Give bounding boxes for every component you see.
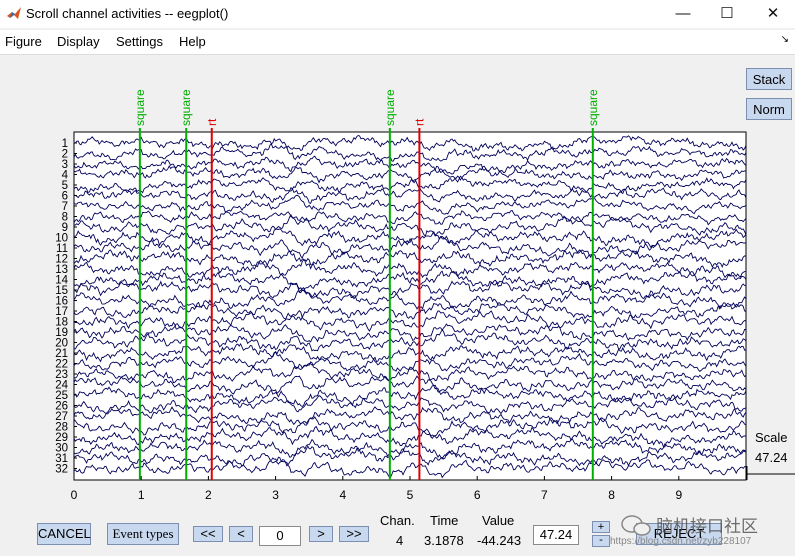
- channel-label: 25: [55, 390, 68, 402]
- time-tick-label: 5: [407, 488, 414, 500]
- channel-label: 18: [55, 317, 68, 329]
- value-label: Value: [482, 513, 515, 528]
- channel-label: 20: [55, 338, 68, 350]
- wechat-icon: [621, 515, 651, 536]
- menu-figure[interactable]: Figure: [5, 34, 42, 49]
- time-tick-label: 7: [541, 488, 548, 500]
- norm-button[interactable]: Norm: [746, 98, 792, 120]
- watermark: 脑机接口社区 https://blog.csdn.net/zyb228107: [610, 512, 795, 552]
- event-types-button[interactable]: Event types: [107, 523, 179, 545]
- channel-label: 28: [55, 422, 68, 434]
- channel-label: 2: [62, 149, 68, 161]
- time-tick-label: 9: [675, 488, 682, 500]
- time-value: 3.1878: [424, 533, 464, 548]
- cancel-button[interactable]: CANCEL: [37, 523, 91, 545]
- scale-down-button[interactable]: -: [592, 535, 610, 547]
- channel-label: 15: [55, 285, 68, 297]
- forward-button[interactable]: >: [309, 526, 333, 542]
- fast-forward-button[interactable]: >>: [339, 526, 369, 542]
- minimize-button[interactable]: —: [675, 5, 691, 22]
- channel-label: 29: [55, 432, 68, 444]
- value-value: -44.243: [477, 533, 522, 548]
- position-input[interactable]: 0: [259, 526, 301, 546]
- channel-label: 7: [62, 201, 68, 213]
- menu-bar: Figure Display Settings Help ↘: [0, 30, 795, 55]
- watermark-text: 脑机接口社区: [656, 517, 758, 536]
- channel-label: 3: [62, 159, 68, 171]
- time-tick-label: 8: [608, 488, 615, 500]
- channel-label: 27: [55, 411, 68, 423]
- menu-display[interactable]: Display: [57, 34, 100, 49]
- channel-label: 17: [55, 306, 68, 318]
- watermark-url: https://blog.csdn.net/zyb228107: [610, 536, 752, 547]
- time-tick-label: 3: [272, 488, 279, 500]
- scale-value: 47.24: [755, 450, 788, 465]
- time-tick-label: 6: [474, 488, 481, 500]
- channel-label: 9: [62, 222, 68, 234]
- chan-value: 4: [396, 533, 404, 548]
- time-tick-label: 2: [205, 488, 212, 500]
- channel-label: 8: [62, 212, 68, 224]
- channel-label: 12: [55, 254, 68, 266]
- menu-help[interactable]: Help: [179, 34, 206, 49]
- scale-input[interactable]: 47.24: [533, 525, 579, 545]
- matlab-icon: [7, 7, 21, 19]
- scale-label: Scale: [755, 430, 788, 445]
- window-title: Scroll channel activities -- eegplot(): [26, 6, 229, 21]
- event-label: square: [179, 89, 193, 126]
- dock-arrow-icon[interactable]: ↘: [780, 34, 789, 45]
- channel-label: 14: [55, 275, 68, 287]
- close-button[interactable]: ✕: [766, 5, 780, 22]
- event-label: square: [586, 89, 600, 126]
- channel-label: 19: [55, 327, 68, 339]
- channel-label: 1: [62, 138, 68, 150]
- channel-label: 32: [55, 464, 68, 476]
- scale-up-button[interactable]: +: [592, 521, 610, 533]
- time-tick-label: 4: [339, 488, 346, 500]
- event-label: rt: [412, 118, 426, 126]
- event-label: square: [133, 89, 147, 126]
- stack-button[interactable]: Stack: [746, 68, 792, 90]
- channel-label: 13: [55, 264, 68, 276]
- channel-label: 21: [55, 348, 68, 360]
- channel-label: 22: [55, 359, 68, 371]
- channel-label: 4: [62, 170, 69, 182]
- title-bar: Scroll channel activities -- eegplot() —…: [0, 0, 795, 28]
- event-markers: square square rt square rt square: [133, 89, 600, 480]
- event-label: square: [383, 89, 397, 126]
- channel-label: 6: [62, 191, 68, 203]
- time-tick-label: 0: [71, 488, 78, 500]
- channel-label: 30: [55, 443, 68, 455]
- channel-label: 16: [55, 296, 68, 308]
- time-tick-label: 1: [138, 488, 145, 500]
- plot-area[interactable]: [73, 131, 747, 481]
- eeg-plot[interactable]: square square rt square rt square 12345678910…: [0, 0, 795, 500]
- time-axis: 0 1 2 3 4 5 6 7 8 9: [71, 476, 682, 500]
- fast-back-button[interactable]: <<: [193, 526, 223, 542]
- reject-button[interactable]: REJECT: [636, 523, 722, 545]
- channel-label: 23: [55, 369, 68, 381]
- channel-label: 11: [56, 243, 68, 255]
- channel-label: 26: [55, 401, 68, 413]
- time-label: Time: [430, 513, 459, 528]
- chan-label: Chan.: [380, 513, 415, 528]
- channel-labels: 1234567891011121314151617181920212223242…: [55, 138, 77, 476]
- menu-settings[interactable]: Settings: [116, 34, 163, 49]
- channel-label: 5: [62, 180, 68, 192]
- event-label: rt: [205, 118, 219, 126]
- channel-label: 24: [55, 380, 68, 392]
- maximize-button[interactable]: ☐: [720, 5, 734, 22]
- channel-label: 10: [55, 233, 68, 245]
- back-button[interactable]: <: [229, 526, 253, 542]
- channel-label: 31: [55, 453, 68, 465]
